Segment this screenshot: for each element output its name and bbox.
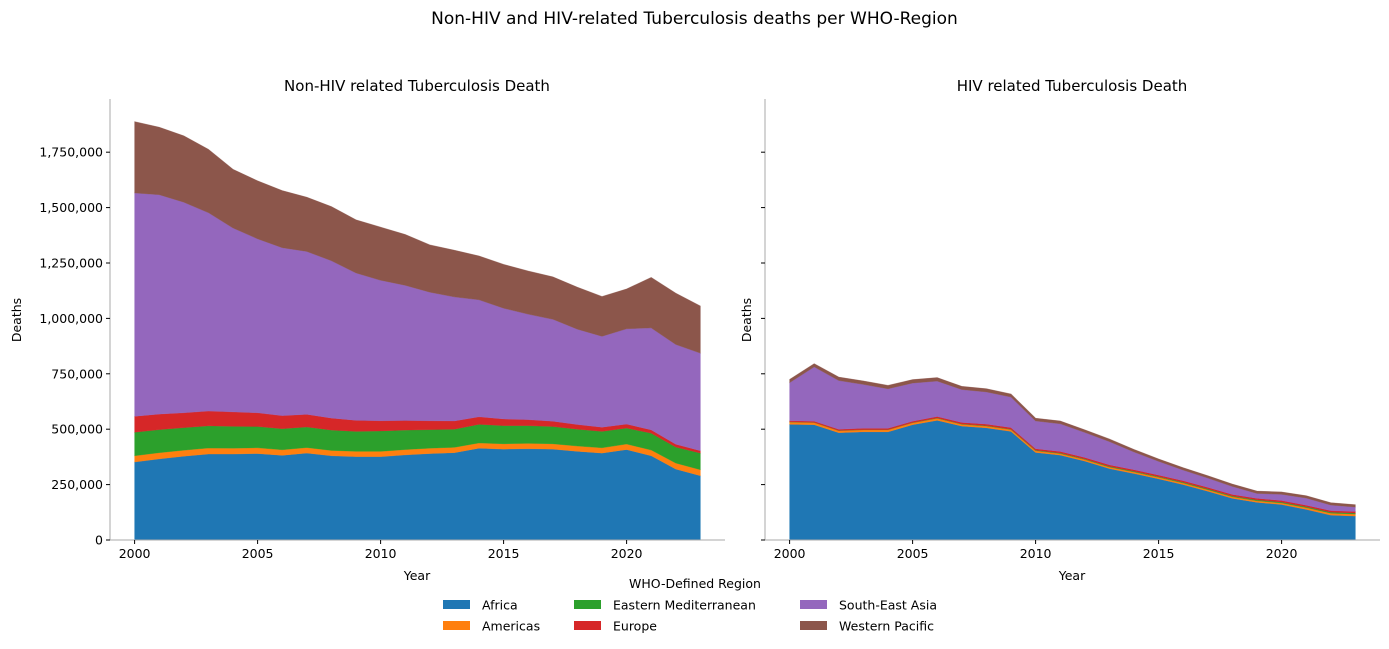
legend-label: South-East Asia <box>839 598 937 613</box>
axes-title-non-hiv: Non-HIV related Tuberculosis Death <box>284 77 550 95</box>
y-tick-label: 250,000 <box>51 477 103 492</box>
x-tick-label: 2020 <box>1266 546 1298 561</box>
area-western-pacific-non-hiv <box>134 121 701 354</box>
x-tick-label: 2005 <box>897 546 929 561</box>
legend-swatch <box>574 600 601 609</box>
x-tick-label: 2010 <box>1020 546 1052 561</box>
legend-label: Western Pacific <box>839 619 934 634</box>
x-axis-label-hiv: Year <box>1058 568 1086 583</box>
legend-swatch <box>443 600 470 609</box>
y-tick-label: 1,500,000 <box>39 200 103 215</box>
legend: WHO-Defined Region Africa Americas Eastern… <box>443 576 937 634</box>
axes-title-hiv: HIV related Tuberculosis Death <box>957 77 1188 95</box>
y-tick-label: 500,000 <box>51 422 103 437</box>
x-axis-label-non-hiv: Year <box>403 568 431 583</box>
y-axis-label-non-hiv: Deaths <box>9 298 24 342</box>
legend-swatch <box>800 621 827 630</box>
y-tick-label: 0 <box>95 533 103 548</box>
axes-hiv: HIV related Tuberculosis Death 2000 2005 2… <box>739 77 1380 583</box>
legend-swatch <box>443 621 470 630</box>
x-ticks-hiv: 2000 2005 2010 2015 2020 <box>774 540 1298 561</box>
x-tick-label: 2005 <box>242 546 274 561</box>
area-layers-non-hiv <box>134 121 701 541</box>
x-tick-label: 2015 <box>1143 546 1175 561</box>
legend-items: Africa Americas Eastern Mediterranean Europ… <box>443 598 937 634</box>
legend-swatch <box>800 600 827 609</box>
legend-swatch <box>574 621 601 630</box>
x-tick-label: 2015 <box>488 546 520 561</box>
y-tick-label: 1,750,000 <box>39 145 103 160</box>
legend-item-africa: Africa <box>443 598 518 613</box>
figure-suptitle: Non-HIV and HIV-related Tuberculosis dea… <box>431 9 958 29</box>
y-ticks-hiv <box>761 151 765 541</box>
y-tick-label: 1,250,000 <box>39 255 103 270</box>
legend-item-western-pacific: Western Pacific <box>800 619 934 634</box>
area-africa-non-hiv <box>134 447 701 541</box>
legend-label: Europe <box>613 619 657 634</box>
x-ticks-non-hiv: 2000 2005 2010 2015 2020 <box>119 540 643 561</box>
axes-non-hiv: Non-HIV related Tuberculosis Death 0 250,… <box>9 77 725 583</box>
x-tick-label: 2020 <box>611 546 643 561</box>
y-tick-label: 750,000 <box>51 366 103 381</box>
x-tick-label: 2000 <box>774 546 806 561</box>
legend-item-eastern-mediterranean: Eastern Mediterranean <box>574 598 756 613</box>
y-axis-label-hiv: Deaths <box>739 298 754 342</box>
legend-item-south-east-asia: South-East Asia <box>800 598 937 613</box>
area-western-pacific-hiv <box>789 363 1356 508</box>
y-ticks-non-hiv: 0 250,000 500,000 750,000 1,000,000 1,250,000… <box>39 145 110 548</box>
x-tick-label: 2000 <box>119 546 151 561</box>
legend-title: WHO-Defined Region <box>629 576 761 591</box>
x-tick-label: 2010 <box>365 546 397 561</box>
legend-label: Eastern Mediterranean <box>613 598 756 613</box>
legend-item-europe: Europe <box>574 619 657 634</box>
y-tick-label: 1,000,000 <box>39 311 103 326</box>
legend-label: Americas <box>482 619 540 634</box>
area-layers-hiv <box>789 363 1356 541</box>
legend-label: Africa <box>482 598 518 613</box>
legend-item-americas: Americas <box>443 619 540 634</box>
